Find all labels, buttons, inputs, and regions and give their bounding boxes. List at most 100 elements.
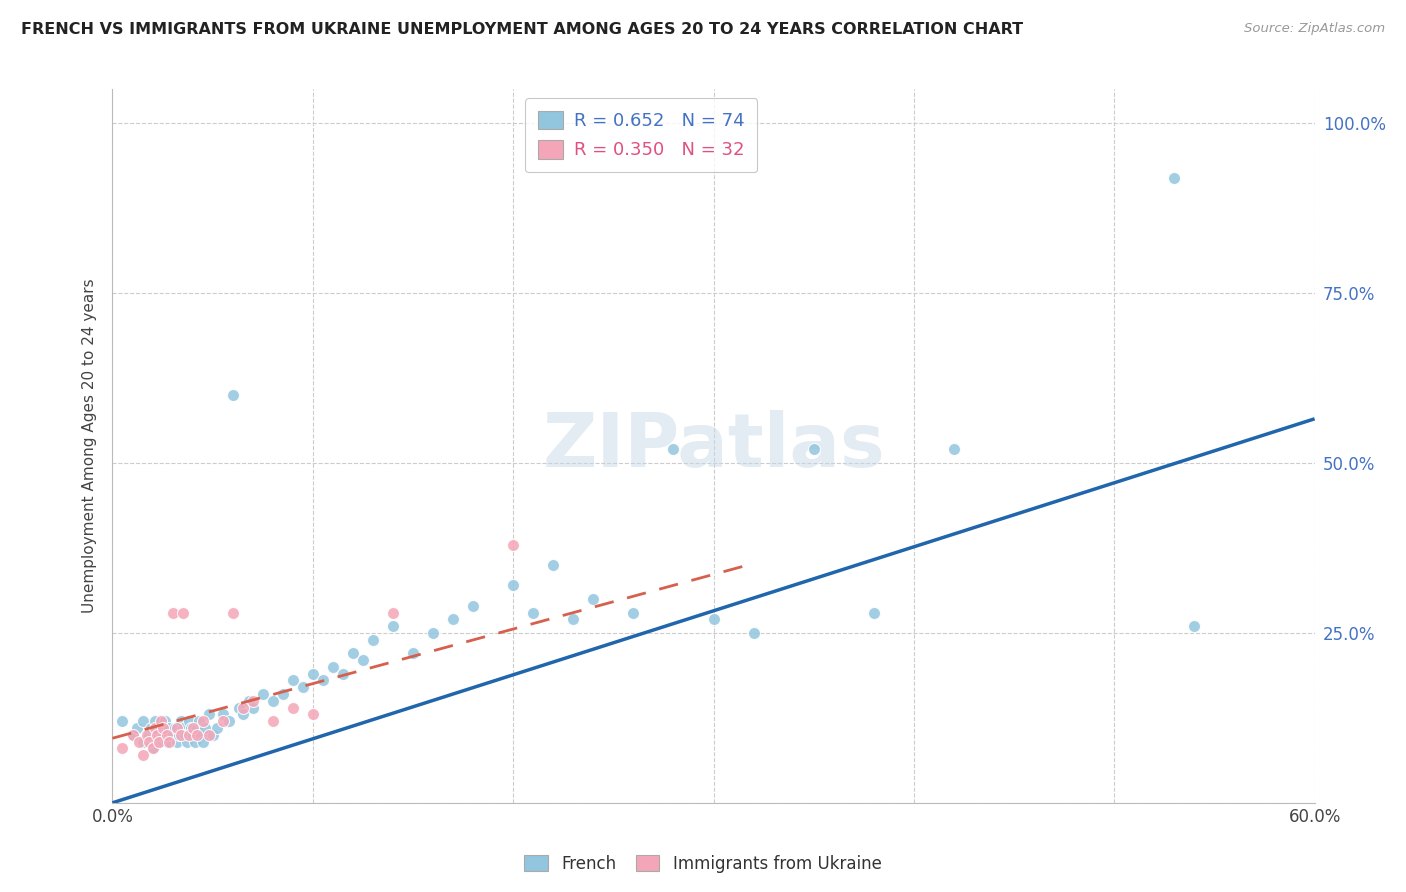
- Point: [157, 721, 180, 735]
- Point: [211, 707, 233, 722]
- Point: [302, 666, 325, 681]
- Point: [111, 714, 134, 729]
- Point: [742, 626, 765, 640]
- Point: [218, 714, 240, 729]
- Point: [153, 714, 176, 729]
- Point: [942, 442, 965, 457]
- Point: [187, 714, 209, 729]
- Point: [155, 734, 177, 748]
- Point: [131, 714, 153, 729]
- Point: [502, 578, 524, 592]
- Point: [402, 646, 425, 660]
- Point: [312, 673, 335, 688]
- Point: [152, 721, 174, 735]
- Point: [582, 591, 605, 606]
- Point: [143, 714, 166, 729]
- Point: [155, 728, 177, 742]
- Point: [662, 442, 685, 457]
- Point: [222, 606, 245, 620]
- Point: [352, 653, 374, 667]
- Point: [183, 734, 205, 748]
- Point: [422, 626, 444, 640]
- Point: [186, 721, 208, 735]
- Point: [190, 728, 212, 742]
- Point: [222, 388, 245, 402]
- Point: [461, 599, 484, 613]
- Point: [242, 700, 264, 714]
- Point: [322, 660, 344, 674]
- Point: [863, 606, 886, 620]
- Point: [162, 728, 184, 742]
- Point: [111, 741, 134, 756]
- Point: [211, 714, 233, 729]
- Text: FRENCH VS IMMIGRANTS FROM UKRAINE UNEMPLOYMENT AMONG AGES 20 TO 24 YEARS CORRELA: FRENCH VS IMMIGRANTS FROM UKRAINE UNEMPL…: [21, 22, 1024, 37]
- Point: [152, 728, 174, 742]
- Point: [502, 537, 524, 551]
- Point: [148, 734, 170, 748]
- Point: [148, 734, 170, 748]
- Point: [702, 612, 725, 626]
- Point: [138, 734, 160, 748]
- Point: [271, 687, 294, 701]
- Point: [181, 721, 204, 735]
- Point: [173, 728, 195, 742]
- Point: [281, 673, 304, 688]
- Point: [205, 721, 228, 735]
- Point: [228, 700, 250, 714]
- Point: [172, 721, 194, 735]
- Point: [522, 606, 544, 620]
- Point: [141, 741, 163, 756]
- Point: [191, 714, 214, 729]
- Point: [169, 714, 191, 729]
- Point: [281, 700, 304, 714]
- Point: [166, 721, 188, 735]
- Point: [332, 666, 354, 681]
- Point: [177, 728, 200, 742]
- Point: [145, 728, 167, 742]
- Point: [172, 606, 194, 620]
- Point: [177, 714, 200, 729]
- Point: [157, 734, 180, 748]
- Point: [262, 714, 284, 729]
- Point: [621, 606, 644, 620]
- Legend: French, Immigrants from Ukraine: French, Immigrants from Ukraine: [517, 848, 889, 880]
- Point: [143, 721, 166, 735]
- Point: [201, 728, 224, 742]
- Point: [149, 721, 172, 735]
- Point: [361, 632, 384, 647]
- Point: [252, 687, 274, 701]
- Point: [131, 734, 153, 748]
- Point: [803, 442, 825, 457]
- Point: [166, 734, 188, 748]
- Point: [197, 728, 219, 742]
- Point: [441, 612, 464, 626]
- Point: [382, 606, 405, 620]
- Y-axis label: Unemployment Among Ages 20 to 24 years: Unemployment Among Ages 20 to 24 years: [82, 278, 97, 614]
- Point: [121, 728, 143, 742]
- Point: [180, 721, 202, 735]
- Point: [128, 734, 150, 748]
- Point: [167, 728, 190, 742]
- Point: [125, 721, 148, 735]
- Point: [382, 619, 405, 633]
- Point: [262, 694, 284, 708]
- Point: [131, 748, 153, 763]
- Point: [163, 721, 186, 735]
- Point: [194, 721, 217, 735]
- Point: [232, 700, 254, 714]
- Point: [145, 728, 167, 742]
- Point: [162, 606, 184, 620]
- Point: [543, 558, 565, 572]
- Point: [191, 734, 214, 748]
- Point: [1163, 170, 1185, 185]
- Point: [139, 721, 162, 735]
- Point: [197, 707, 219, 722]
- Point: [149, 714, 172, 729]
- Point: [302, 707, 325, 722]
- Text: Source: ZipAtlas.com: Source: ZipAtlas.com: [1244, 22, 1385, 36]
- Point: [169, 728, 191, 742]
- Point: [232, 707, 254, 722]
- Point: [242, 694, 264, 708]
- Point: [238, 694, 260, 708]
- Point: [342, 646, 364, 660]
